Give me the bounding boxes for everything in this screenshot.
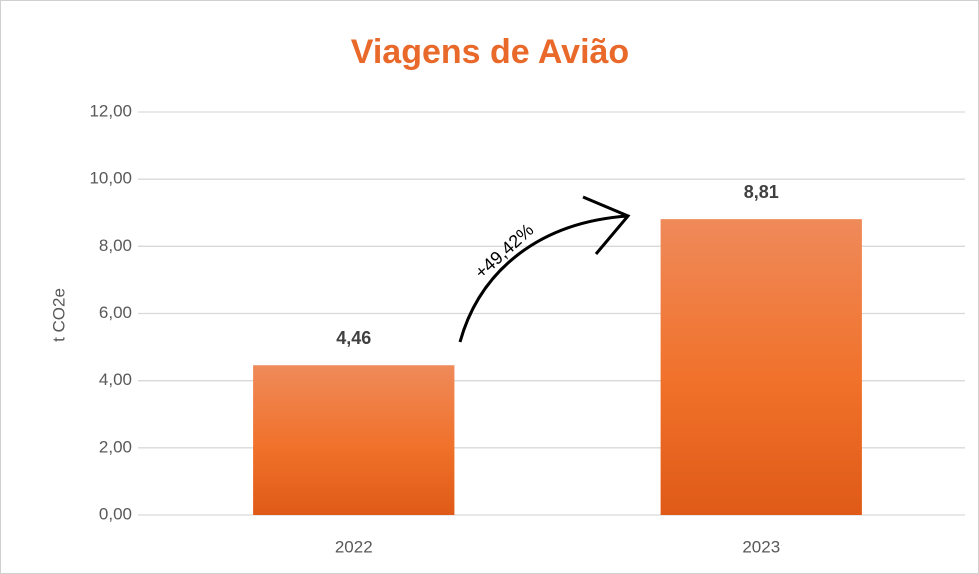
- y-tick-label: 2,00: [99, 437, 132, 456]
- y-tick-label: 0,00: [99, 504, 132, 523]
- y-tick-label: 10,00: [89, 169, 132, 188]
- bar: [253, 365, 455, 515]
- chart-title: Viagens de Avião: [351, 33, 629, 71]
- y-tick-label: 6,00: [99, 303, 132, 322]
- bars: [253, 219, 862, 515]
- bar: [660, 219, 862, 515]
- x-tick-label: 2022: [335, 537, 373, 556]
- y-axis-label: t CO2e: [49, 288, 68, 342]
- x-tick-label: 2023: [742, 537, 780, 556]
- y-tick-label: 4,00: [99, 370, 132, 389]
- data-label: 8,81: [744, 182, 779, 202]
- data-label: 4,46: [336, 328, 371, 348]
- y-tick-label: 12,00: [89, 101, 132, 120]
- arrow: [458, 214, 629, 343]
- y-tick-label: 8,00: [99, 236, 132, 255]
- arrow-head: [582, 195, 631, 255]
